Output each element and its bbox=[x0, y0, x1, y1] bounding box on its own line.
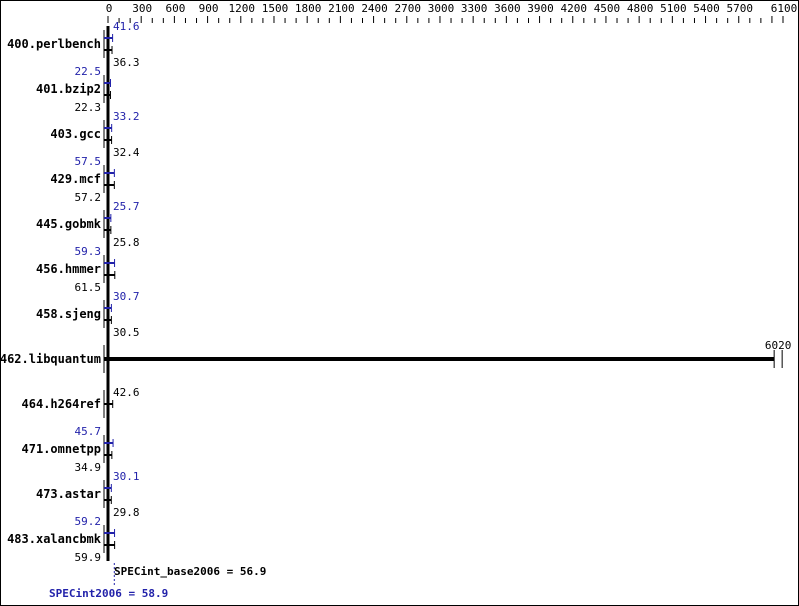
peak-bar bbox=[104, 127, 112, 129]
base-bar bbox=[104, 403, 113, 405]
category-label: 456.hmmer bbox=[36, 262, 101, 276]
x-tick-label: 0 bbox=[106, 2, 113, 15]
peak-value-label: 25.7 bbox=[113, 200, 140, 213]
peak-value-label: 59.3 bbox=[75, 245, 102, 258]
base-bar bbox=[104, 357, 775, 361]
x-tick-label: 6100 bbox=[771, 2, 798, 15]
base-value-label: 59.9 bbox=[75, 551, 102, 564]
base-bar bbox=[104, 49, 113, 51]
peak-bar bbox=[104, 442, 114, 444]
peak-summary: SPECint2006 = 58.9 bbox=[49, 587, 168, 600]
category-label: 445.gobmk bbox=[36, 217, 102, 231]
base-bar bbox=[104, 454, 112, 456]
peak-bar bbox=[104, 82, 111, 84]
x-tick-label: 5700 bbox=[726, 2, 753, 15]
x-tick-label: 2100 bbox=[328, 2, 355, 15]
base-summary: SPECint_base2006 = 56.9 bbox=[114, 565, 266, 578]
category-label: 400.perlbench bbox=[7, 37, 101, 51]
base-value-label: 30.5 bbox=[113, 326, 140, 339]
category-label: 464.h264ref bbox=[22, 397, 101, 411]
x-tick-label: 2700 bbox=[395, 2, 422, 15]
x-tick-label: 4800 bbox=[627, 2, 654, 15]
peak-value-label: 59.2 bbox=[75, 515, 102, 528]
base-bar bbox=[104, 274, 115, 276]
base-value-label: 57.2 bbox=[75, 191, 102, 204]
base-value-label: 42.6 bbox=[113, 386, 140, 399]
category-label: 471.omnetpp bbox=[22, 442, 101, 456]
base-value-label: 29.8 bbox=[113, 506, 140, 519]
category-label: 403.gcc bbox=[50, 127, 101, 141]
base-bar bbox=[104, 499, 112, 501]
peak-bar bbox=[104, 217, 111, 219]
peak-bar bbox=[104, 532, 115, 534]
x-tick-label: 300 bbox=[132, 2, 152, 15]
x-tick-label: 900 bbox=[199, 2, 219, 15]
peak-value-label: 33.2 bbox=[113, 110, 140, 123]
category-label: 458.sjeng bbox=[36, 307, 101, 321]
peak-value-label: 41.6 bbox=[113, 20, 140, 33]
x-tick-label: 600 bbox=[165, 2, 185, 15]
base-bar bbox=[104, 94, 111, 96]
base-bar bbox=[104, 139, 112, 141]
peak-bar bbox=[104, 172, 115, 174]
x-tick-label: 5400 bbox=[693, 2, 720, 15]
x-tick-label: 2400 bbox=[361, 2, 388, 15]
peak-bar bbox=[104, 307, 112, 309]
x-tick-label: 3600 bbox=[494, 2, 521, 15]
x-tick-label: 1800 bbox=[295, 2, 322, 15]
x-tick-label: 3300 bbox=[461, 2, 488, 15]
base-value-label: 32.4 bbox=[113, 146, 140, 159]
category-label: 483.xalancbmk bbox=[7, 532, 102, 546]
x-tick-label: 5100 bbox=[660, 2, 687, 15]
base-bar bbox=[104, 319, 112, 321]
base-value-label: 25.8 bbox=[113, 236, 140, 249]
peak-bar bbox=[104, 37, 113, 39]
base-value-label: 6020 bbox=[765, 339, 792, 352]
x-tick-label: 3900 bbox=[527, 2, 554, 15]
category-label: 429.mcf bbox=[50, 172, 101, 186]
x-tick-label: 1200 bbox=[229, 2, 256, 15]
peak-value-label: 45.7 bbox=[75, 425, 102, 438]
x-tick-label: 3000 bbox=[428, 2, 455, 15]
base-value-label: 36.3 bbox=[113, 56, 140, 69]
category-label: 473.astar bbox=[36, 487, 101, 501]
peak-value-label: 30.7 bbox=[113, 290, 140, 303]
base-bar bbox=[104, 544, 115, 546]
base-bar bbox=[104, 184, 115, 186]
x-tick-label: 1500 bbox=[262, 2, 289, 15]
peak-bar bbox=[104, 487, 112, 489]
peak-value-label: 22.5 bbox=[75, 65, 102, 78]
base-value-label: 22.3 bbox=[75, 101, 102, 114]
peak-value-label: 57.5 bbox=[75, 155, 102, 168]
x-tick-label: 4200 bbox=[561, 2, 588, 15]
base-value-label: 61.5 bbox=[75, 281, 102, 294]
x-tick-label: 4500 bbox=[594, 2, 621, 15]
peak-value-label: 30.1 bbox=[113, 470, 140, 483]
base-bar bbox=[104, 229, 111, 231]
category-label: 462.libquantum bbox=[1, 352, 101, 366]
peak-bar bbox=[104, 262, 115, 264]
category-label: 401.bzip2 bbox=[36, 82, 101, 96]
base-value-label: 34.9 bbox=[75, 461, 102, 474]
